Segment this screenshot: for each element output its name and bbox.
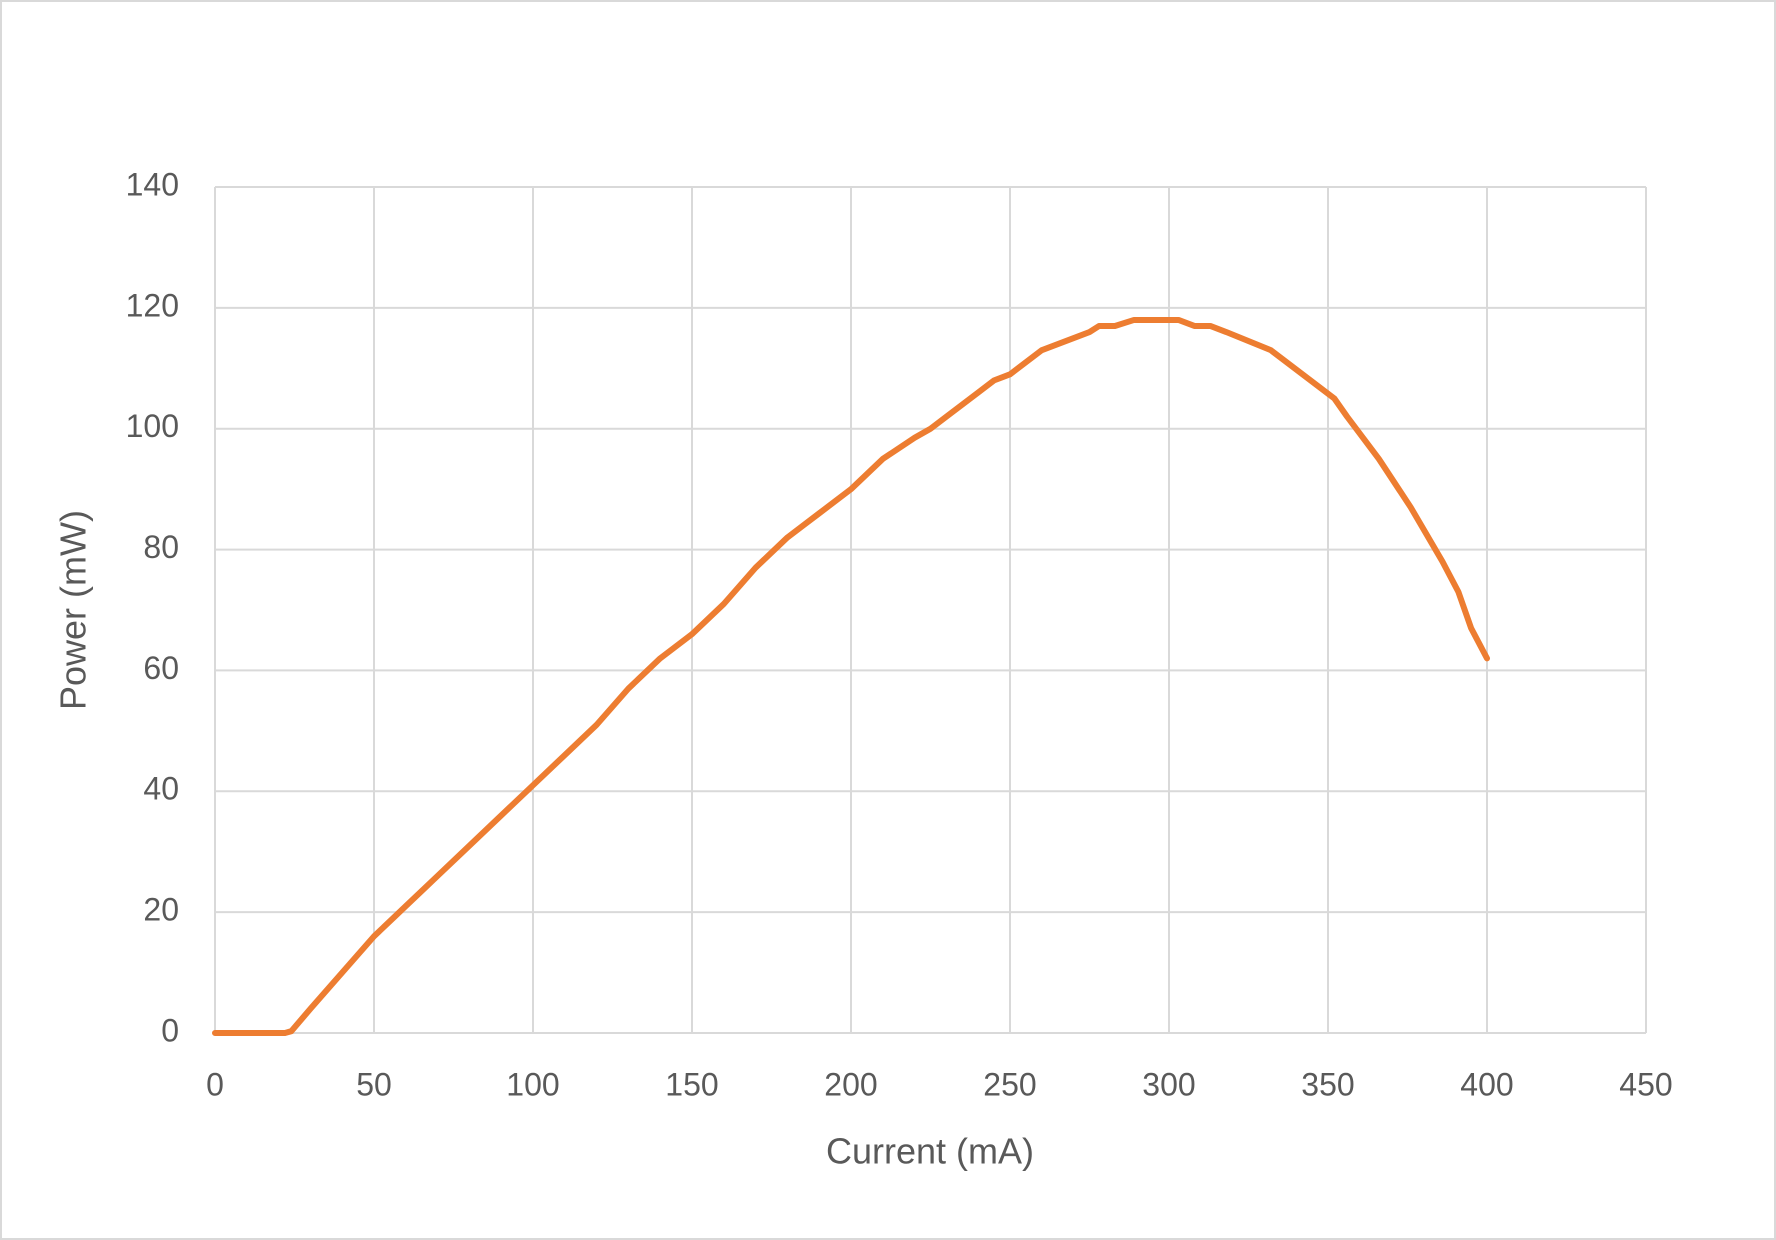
x-tick-label: 50	[356, 1066, 392, 1102]
y-axis-label: Power (mW)	[53, 510, 94, 710]
y-tick-label: 0	[161, 1012, 179, 1048]
x-tick-label: 100	[506, 1066, 559, 1102]
x-tick-label: 200	[824, 1066, 877, 1102]
y-tick-label: 20	[143, 892, 179, 928]
y-tick-label: 80	[143, 529, 179, 565]
y-tick-label: 40	[143, 771, 179, 807]
x-tick-label: 450	[1619, 1066, 1672, 1102]
x-tick-label: 150	[665, 1066, 718, 1102]
x-tick-label: 350	[1301, 1066, 1354, 1102]
y-tick-label: 60	[143, 650, 179, 686]
x-axis-label: Current (mA)	[826, 1131, 1034, 1172]
data-line	[212, 316, 1490, 1036]
x-tick-label: 400	[1460, 1066, 1513, 1102]
x-tick-label: 0	[206, 1066, 224, 1102]
x-tick-label: 300	[1142, 1066, 1195, 1102]
y-tick-label: 120	[126, 287, 179, 323]
y-tick-label: 100	[126, 408, 179, 444]
x-tick-label: 250	[983, 1066, 1036, 1102]
y-tick-label: 140	[126, 166, 179, 202]
